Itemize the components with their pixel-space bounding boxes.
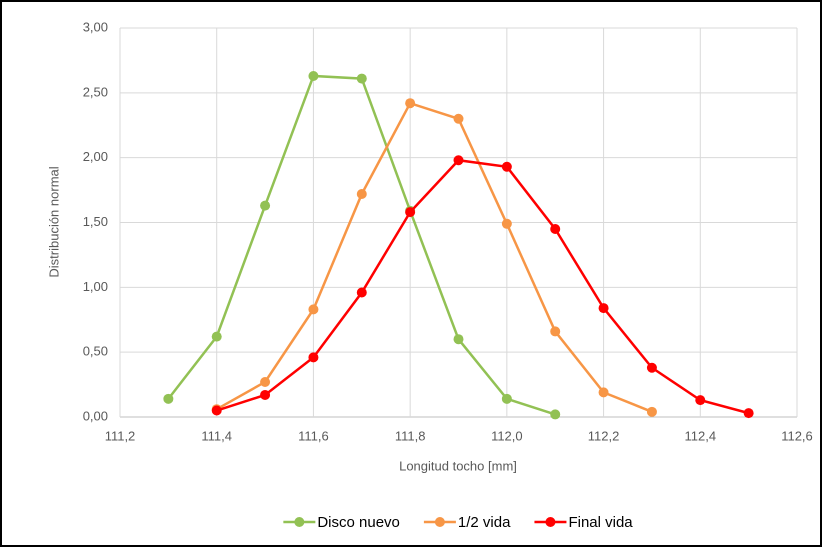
x-tick-label: 112,0 (491, 428, 523, 443)
legend-marker (434, 517, 445, 527)
x-axis-label: Longitud tocho [mm] (399, 458, 517, 473)
data-point (308, 304, 319, 315)
legend-label: Final vida (568, 514, 633, 531)
legend-item: 1/2 vida (423, 514, 511, 531)
legend-item: Disco nuevo (283, 514, 400, 531)
data-point (356, 73, 367, 84)
data-point (598, 387, 609, 398)
y-tick-label: 2,00 (83, 149, 108, 164)
x-tick-label: 111,4 (201, 428, 232, 443)
data-point (163, 393, 174, 404)
data-point (260, 200, 271, 211)
legend: Disco nuevo 1/2 vida Final vida (283, 514, 633, 531)
data-point (598, 303, 609, 314)
data-point (211, 331, 222, 342)
series-line (216, 101, 653, 413)
data-point (356, 287, 367, 298)
data-point (646, 406, 657, 417)
legend-item: Final vida (534, 514, 633, 531)
legend-label: 1/2 vida (458, 514, 511, 531)
data-point (260, 389, 271, 400)
data-point (646, 362, 657, 373)
data-point (405, 98, 416, 109)
y-tick-label: 0,50 (83, 344, 108, 359)
x-tick-label: 111,2 (105, 428, 136, 443)
x-tick-label: 112,2 (588, 428, 620, 443)
legend-label: Disco nuevo (317, 514, 400, 531)
y-tick-label: 1,50 (83, 214, 108, 229)
y-tick-label: 1,00 (83, 279, 108, 294)
data-point (308, 70, 319, 81)
x-tick-label: 112,4 (684, 428, 716, 443)
data-point (405, 207, 416, 218)
data-point (550, 326, 561, 337)
legend-marker (294, 517, 305, 527)
data-point (501, 393, 512, 404)
y-tick-label: 3,00 (83, 19, 108, 34)
data-point (695, 395, 706, 406)
data-point (501, 161, 512, 172)
data-point (550, 223, 561, 234)
x-tick-label: 111,8 (395, 428, 426, 443)
data-point (453, 155, 464, 166)
data-point (211, 405, 222, 416)
data-point (550, 409, 561, 420)
y-axis-label: Distribución normal (46, 166, 61, 277)
y-tick-label: 0,00 (83, 408, 108, 423)
y-tick-label: 2,50 (83, 84, 108, 99)
data-point (453, 113, 464, 124)
x-tick-label: 111,6 (298, 428, 329, 443)
legend-marker (545, 517, 556, 527)
data-point (743, 408, 754, 419)
series-line (216, 158, 749, 415)
data-point (453, 334, 464, 345)
data-point (260, 376, 271, 387)
data-point (501, 218, 512, 229)
data-point (356, 188, 367, 199)
x-tick-label: 112,6 (781, 428, 813, 443)
data-point (308, 352, 319, 363)
